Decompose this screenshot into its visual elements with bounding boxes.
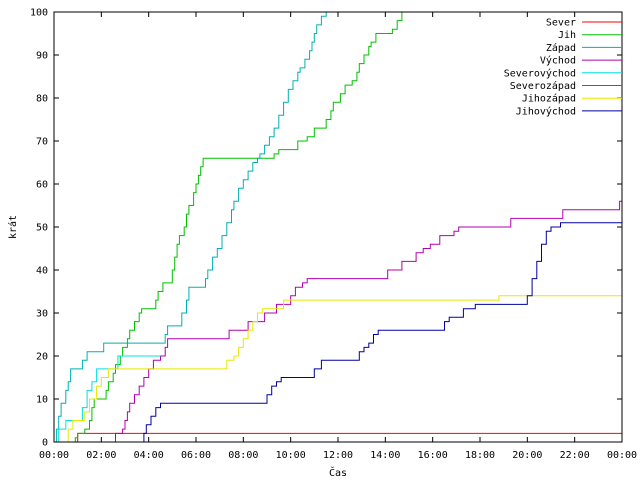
legend-label: Jih <box>558 30 576 41</box>
ticks-layer: 0 10 20 30 40 50 60 70 80 90 100 00:00 02:00 04:00 06:… <box>30 8 637 462</box>
legend: SeverJihZápadVýchodSeverovýchodSeverozáp… <box>504 18 622 117</box>
x-tick-label: 00:00 <box>39 450 69 461</box>
series-line-2 <box>54 12 327 442</box>
x-tick-label: 06:00 <box>181 450 211 461</box>
x-tick-label: 22:00 <box>560 450 590 461</box>
x-tick-label: 02:00 <box>86 450 116 461</box>
x-tick-label: 16:00 <box>418 450 448 461</box>
legend-label: Východ <box>540 55 576 67</box>
y-tick-label: 10 <box>36 395 48 406</box>
series-line-1 <box>70 12 403 442</box>
y-tick-label: 90 <box>36 51 48 62</box>
x-tick-label: 12:00 <box>323 450 353 461</box>
x-axis-label: Čas <box>329 466 347 479</box>
x-tick-label: 18:00 <box>465 450 495 461</box>
series-line-7 <box>141 222 622 442</box>
legend-label: Severovýchod <box>504 67 576 79</box>
x-tick-label: 14:00 <box>370 450 400 461</box>
x-tick-label: 00:00 <box>607 450 637 461</box>
x-tick-label: 04:00 <box>134 450 164 461</box>
series-line-3 <box>113 188 622 442</box>
legend-label: Sever <box>546 18 576 29</box>
y-tick-label: 80 <box>36 94 48 105</box>
y-tick-label: 60 <box>36 180 48 191</box>
y-axis-label: krát <box>7 215 19 239</box>
legend-label: Jihozápad <box>522 93 576 105</box>
y-tick-label: 40 <box>36 266 48 277</box>
y-tick-label: 50 <box>36 223 48 234</box>
plot-frame <box>53 11 623 443</box>
series-layer <box>54 12 622 442</box>
y-tick-label: 20 <box>36 352 48 363</box>
x-tick-label: 20:00 <box>512 450 542 461</box>
legend-label: Severozápad <box>510 80 576 92</box>
x-tick-label: 10:00 <box>276 450 306 461</box>
legend-label: Západ <box>546 42 576 54</box>
y-tick-label: 30 <box>36 309 48 320</box>
y-tick-label: 0 <box>42 438 48 449</box>
series-line-6 <box>63 295 622 442</box>
y-tick-label: 100 <box>30 8 48 19</box>
legend-label: Jihovýchod <box>516 105 576 117</box>
x-tick-label: 08:00 <box>228 450 258 461</box>
y-tick-label: 70 <box>36 137 48 148</box>
